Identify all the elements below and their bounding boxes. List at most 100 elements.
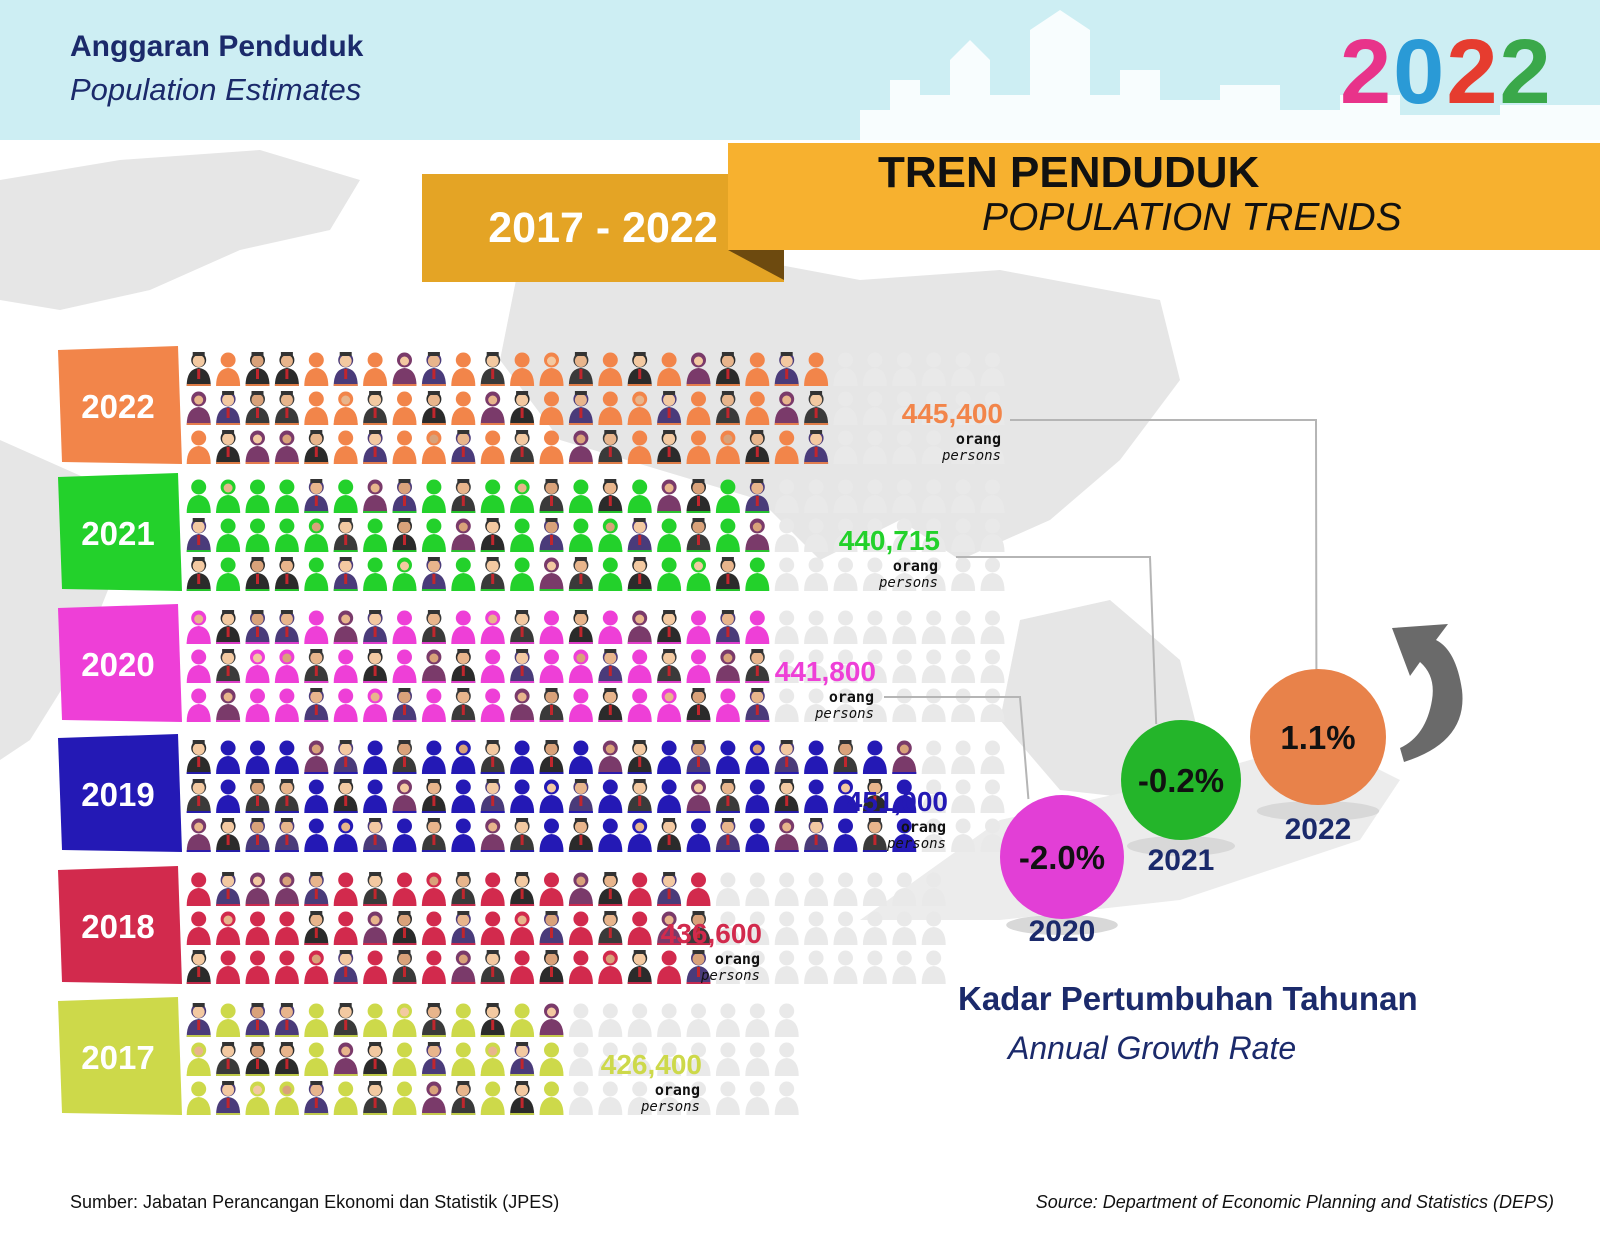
person-base	[274, 384, 299, 386]
person-base	[333, 850, 358, 852]
person-body	[451, 368, 476, 386]
person-body	[421, 495, 446, 513]
person-cap	[751, 479, 764, 483]
person-face	[457, 914, 470, 926]
person-base	[392, 589, 417, 591]
person-head	[985, 779, 1000, 795]
person-body	[568, 966, 593, 984]
person-face	[311, 744, 321, 754]
person-cap	[457, 430, 470, 434]
person-base	[539, 384, 564, 386]
person-body	[921, 534, 946, 552]
person-cap	[369, 649, 382, 653]
person-cap	[663, 430, 676, 434]
person-face	[458, 522, 468, 532]
person-tie	[755, 666, 759, 676]
person-tie	[461, 889, 465, 899]
person-cap	[310, 649, 323, 653]
person-body	[363, 495, 388, 513]
person-body	[980, 626, 1005, 644]
unit-label-en: persons	[700, 968, 760, 984]
person-cap	[427, 391, 440, 395]
person-body	[715, 927, 740, 945]
person-tie	[697, 967, 700, 977]
person-face	[488, 822, 498, 832]
person-base	[274, 589, 299, 591]
person-face	[547, 356, 556, 366]
person-head	[308, 818, 324, 834]
person-base	[657, 642, 682, 644]
person-body	[216, 927, 241, 945]
person-base	[333, 1074, 358, 1076]
person-base	[245, 850, 270, 852]
person-body	[804, 495, 829, 513]
person-body	[216, 1019, 241, 1037]
person-body	[774, 834, 799, 852]
person-body	[363, 927, 388, 945]
person-body	[892, 834, 917, 852]
person-body	[862, 756, 887, 774]
person-base	[421, 811, 446, 813]
person-head	[455, 391, 471, 407]
person-tie	[785, 757, 789, 767]
person-base	[304, 772, 329, 774]
growth-bubble-2021	[1121, 720, 1241, 840]
person-body	[480, 446, 505, 464]
person-body	[333, 927, 358, 945]
person-body	[774, 1058, 799, 1076]
person-body	[363, 534, 388, 552]
person-cap	[310, 479, 323, 483]
person-face	[253, 434, 262, 444]
person-head	[926, 779, 942, 795]
person-base	[363, 1113, 388, 1115]
person-base	[774, 850, 799, 852]
person-base	[568, 462, 593, 464]
person-base	[480, 811, 505, 813]
person-head	[250, 688, 265, 704]
person-face	[192, 521, 205, 533]
person-head	[250, 479, 265, 495]
person-body	[980, 573, 1005, 591]
person-body	[804, 966, 829, 984]
person-body	[627, 1058, 652, 1076]
person-body	[186, 1058, 211, 1076]
person-tie	[432, 796, 436, 806]
person-body	[510, 966, 535, 984]
person-cap	[721, 779, 734, 783]
person-cap	[339, 950, 352, 954]
person-cap	[663, 872, 676, 876]
person-base	[186, 589, 211, 591]
person-head	[867, 352, 883, 368]
person-cap	[516, 872, 529, 876]
person-tie	[755, 496, 759, 506]
person-tie	[667, 447, 671, 457]
person-head	[779, 1042, 795, 1058]
person-head	[338, 688, 354, 704]
person-tie	[432, 835, 436, 845]
person-body	[627, 626, 652, 644]
person-cap	[516, 649, 529, 653]
person-face	[369, 1084, 382, 1096]
person-head	[514, 557, 530, 573]
person-face	[400, 1007, 409, 1017]
person-head	[838, 430, 853, 446]
person-body	[921, 665, 946, 683]
person-face	[251, 613, 264, 625]
person-head	[485, 872, 501, 888]
person-cap	[604, 649, 617, 653]
person-body	[480, 888, 505, 906]
person-head	[749, 950, 765, 966]
person-base	[598, 982, 623, 984]
person-tie	[579, 369, 583, 379]
person-tie	[579, 574, 583, 584]
person-head	[838, 391, 853, 407]
person-cap	[486, 740, 499, 744]
person-cap	[663, 649, 676, 653]
person-base	[745, 550, 770, 552]
person-body	[274, 704, 299, 722]
person-head	[191, 479, 207, 495]
person-base	[510, 850, 535, 852]
person-base	[598, 720, 623, 722]
person-tie	[256, 408, 259, 418]
person-body	[921, 888, 946, 906]
